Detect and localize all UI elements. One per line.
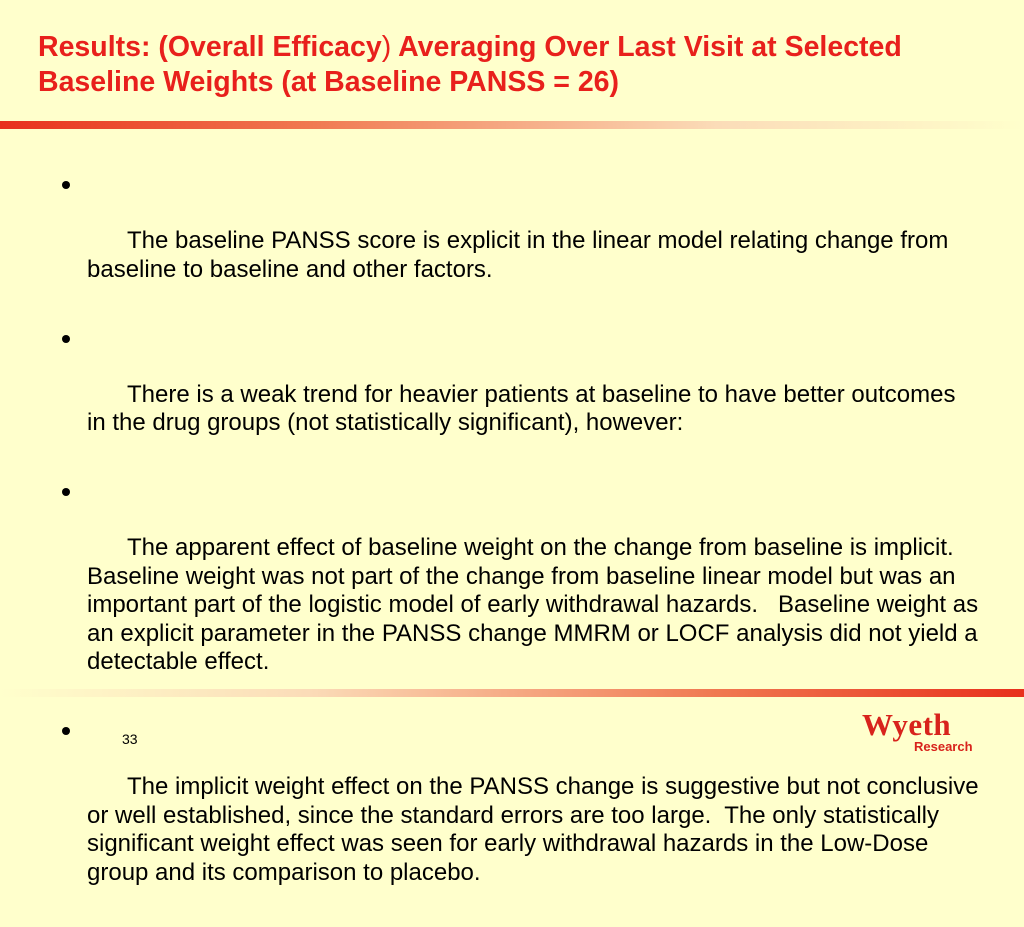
bullet-item: The apparent effect of baseline weight o… bbox=[60, 477, 980, 705]
bullet-dot-icon bbox=[62, 727, 70, 735]
logo-name: Wyeth bbox=[862, 707, 952, 742]
bullet-dot-icon bbox=[62, 181, 70, 189]
bullet-item: The baseline PANSS score is explicit in … bbox=[60, 170, 980, 313]
bullet-text: The implicit weight effect on the PANSS … bbox=[87, 773, 986, 886]
title-divider-rule bbox=[0, 121, 1024, 129]
slide-title: Results: (Overall Efficacy) Averaging Ov… bbox=[38, 30, 998, 100]
title-part-2: Averaging Over Last Visit at Selected Ba… bbox=[38, 31, 902, 98]
title-part-1: Results: (Overall Efficacy bbox=[38, 31, 382, 63]
bullet-item: The implicit weight effect on the PANSS … bbox=[60, 716, 980, 916]
logo-subtitle: Research bbox=[914, 739, 973, 754]
page-number: 33 bbox=[122, 731, 138, 747]
bullet-list: The baseline PANSS score is explicit in … bbox=[60, 170, 980, 927]
slide: Results: (Overall Efficacy) Averaging Ov… bbox=[0, 30, 1024, 886]
bullet-item: There is a weak trend for heavier patien… bbox=[60, 324, 980, 467]
wyeth-logo: Wyeth Research bbox=[862, 709, 982, 757]
bullet-dot-icon bbox=[62, 488, 70, 496]
bullet-text: The baseline PANSS score is explicit in … bbox=[87, 227, 955, 283]
bullet-text: There is a weak trend for heavier patien… bbox=[87, 380, 963, 437]
footer-divider-rule bbox=[0, 689, 1024, 697]
title-paren: ) bbox=[381, 31, 392, 63]
bullet-text: The apparent effect of baseline weight o… bbox=[87, 534, 985, 675]
bullet-dot-icon bbox=[62, 334, 70, 343]
